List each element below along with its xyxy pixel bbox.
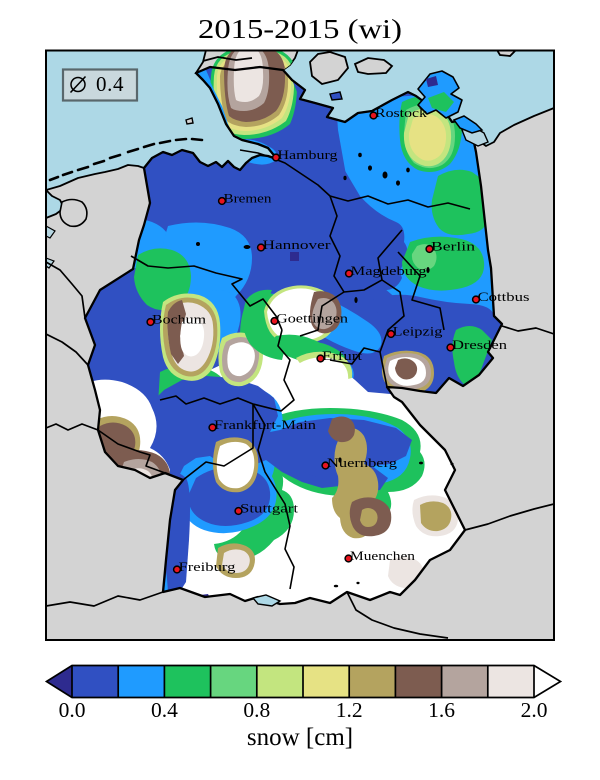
svg-text:0.8: 0.8 xyxy=(243,698,270,722)
svg-text:Frankfurt-Main: Frankfurt-Main xyxy=(214,417,317,432)
svg-text:Magdeburg: Magdeburg xyxy=(351,263,428,278)
svg-text:Stuttgart: Stuttgart xyxy=(240,501,298,516)
svg-text:Bremen: Bremen xyxy=(224,191,273,206)
svg-text:Goettingen: Goettingen xyxy=(276,311,349,326)
svg-text:2.0: 2.0 xyxy=(521,698,548,722)
svg-text:0.0: 0.0 xyxy=(59,698,86,722)
svg-text:2015-2015 (wi): 2015-2015 (wi) xyxy=(198,14,402,44)
svg-text:Bochum: Bochum xyxy=(152,312,206,327)
svg-text:Cottbus: Cottbus xyxy=(478,289,530,304)
svg-text:Erfurt: Erfurt xyxy=(322,348,362,363)
svg-text:Freiburg: Freiburg xyxy=(179,559,237,574)
svg-text:1.6: 1.6 xyxy=(428,698,455,722)
svg-text:Berlin: Berlin xyxy=(431,239,476,254)
svg-text:Muenchen: Muenchen xyxy=(350,548,416,563)
svg-text:Leipzig: Leipzig xyxy=(393,324,444,339)
svg-text:snow [cm]: snow [cm] xyxy=(247,724,353,751)
svg-text:0.4: 0.4 xyxy=(151,698,178,722)
svg-text:Dresden: Dresden xyxy=(452,337,508,352)
svg-text:Rostock: Rostock xyxy=(375,105,428,120)
svg-text:Hamburg: Hamburg xyxy=(278,147,339,162)
svg-text:Nuernberg: Nuernberg xyxy=(327,455,398,470)
svg-text:1.2: 1.2 xyxy=(336,698,363,722)
svg-text:0.4: 0.4 xyxy=(96,72,124,96)
svg-text:Hannover: Hannover xyxy=(263,237,332,252)
